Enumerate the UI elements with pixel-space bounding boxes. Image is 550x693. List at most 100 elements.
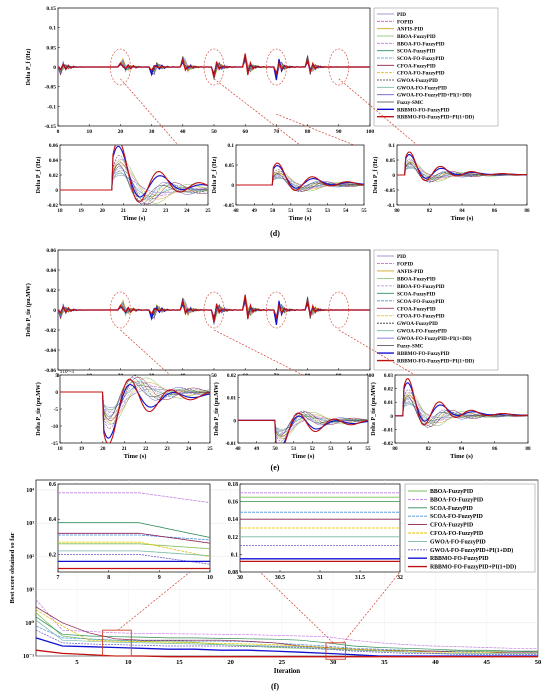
plot-frame (57, 483, 211, 573)
x-tick-label: 18 (57, 446, 63, 452)
legend-entry: RBBMO-FO-FuzzyPID+PI(1+DD) (397, 114, 474, 121)
x-tick-label: 31.5 (355, 575, 365, 581)
y-tick-label: 0.1 (231, 552, 238, 558)
x-tick-label: 10 (125, 659, 132, 666)
legend-entry: BBOA-FuzzyPID (397, 34, 436, 40)
x-axis-label: Time (s) (451, 215, 474, 222)
x-tick-label: 55 (361, 208, 367, 214)
y-tick-label: -0.04 (45, 348, 57, 354)
y-axis-label: Delta P_tie (pu.MW) (213, 382, 220, 436)
legend-box (373, 7, 499, 127)
x-axis-label: Time (s) (123, 215, 146, 222)
zoom-arrow (338, 329, 416, 376)
x-tick-label: 24 (186, 446, 192, 452)
series-RBBMO-FO-FuzzyPID+PI(1+DD) (60, 145, 208, 203)
x-tick-label: 21 (121, 208, 127, 214)
panel-label-d: (d) (270, 229, 280, 238)
series-SCOA-FO-FuzzyPID (58, 534, 210, 541)
x-tick-label: 53 (328, 446, 334, 452)
legend-entry: Fuzzy-SMC (397, 100, 424, 106)
x-tick-label: 5 (75, 659, 79, 666)
x-tick-label: 22 (142, 208, 148, 214)
legend-entry: BBOA-FO-FuzzyPID (397, 41, 445, 47)
x-tick-label: 54 (343, 208, 349, 214)
x-tick-label: 22 (143, 446, 149, 452)
y-axis-label: Delta P_tie (pu.MW) (35, 382, 42, 436)
y-tick-label: 10³ (26, 521, 34, 527)
x-tick-label: 0 (57, 129, 60, 135)
y-tick-label: 10⁻¹ (23, 654, 34, 660)
legend-entry: SCOA-FO-FuzzyPID (397, 299, 445, 305)
x-tick-label: 48 (233, 208, 239, 214)
y-axis-label: Delta P_tie (pu.MW) (370, 382, 377, 436)
legend-entry: ANFIS-PID (397, 27, 423, 33)
legend-entry: GWOA-FO-FuzzyPID (430, 539, 486, 545)
legend-entry: GWOA-FuzzyPID (397, 321, 438, 327)
y-tick-label: 0.05 (225, 163, 234, 169)
y-tick-label: -0.05 (45, 85, 57, 91)
y-tick-label: 0.15 (46, 6, 56, 12)
legend-entry: GWOA-FO-FuzzyPID+PI(1+DD) (397, 92, 472, 99)
axes-d-main: 0 10 20 30 40 50 60 70 80 90 100 0.15 0.1 0.05 0 -0.05 -… (25, 6, 374, 135)
scale-note: x10^-3 (60, 370, 75, 375)
series-RBBMO-FO-FuzzyPID+PI(1+DD) (60, 378, 210, 443)
legend-entry: ANFIS-PID (397, 269, 423, 275)
y-tick-label: 0.05 (386, 158, 395, 164)
legend-entry: BBOA-FuzzyPID (430, 489, 473, 495)
x-tick-label: 18 (57, 208, 63, 214)
y-tick-label: 0.01 (384, 400, 393, 406)
legend-entry: GWOA-FO-FuzzyPID+PI(1+DD) (397, 335, 472, 342)
y-tick-label: -0.05 (384, 188, 395, 194)
x-axis-label: Time (s) (124, 453, 147, 460)
y-tick-label: 0.04 (46, 268, 56, 274)
x-tick-label: 19 (79, 446, 85, 452)
y-tick-label: 10⁰ (25, 620, 34, 627)
axes-f-inset1: 7 8 9 10 0.6 0.4 0.2 (49, 482, 213, 581)
y-tick-label: 0.6 (49, 482, 56, 488)
x-axis-label: Iteration (274, 667, 301, 675)
series-GWOA-FO-FuzzyPID+PI(1+DD) (58, 554, 210, 565)
x-axis-label: Time (s) (450, 453, 473, 460)
x-tick-label: 15 (176, 659, 183, 666)
zoom-arrow (117, 571, 191, 631)
x-tick-label: 30 (149, 129, 155, 135)
y-tick-label: 0.03 (384, 373, 393, 379)
panel-label-e: (e) (271, 463, 280, 472)
y-axis-label: Delta P_f (Hz) (372, 157, 379, 194)
legend-box (373, 249, 499, 371)
legend-entry: GWOA-FuzzyPID (397, 78, 438, 84)
x-tick-label: 40 (432, 659, 439, 666)
zoom-region-marker (203, 48, 225, 86)
x-tick-label: 23 (163, 208, 169, 214)
y-tick-label: 0 (55, 188, 58, 194)
legend-entry: PID (397, 254, 406, 260)
y-tick-label: 0.06 (46, 248, 56, 254)
zoom-arrow (259, 571, 334, 644)
x-tick-label: 50 (273, 446, 279, 452)
x-tick-label: 24 (184, 208, 190, 214)
y-tick-label: -0.02 (45, 328, 57, 334)
x-tick-label: 52 (307, 208, 313, 214)
x-tick-label: 35 (381, 659, 388, 666)
x-tick-label: 90 (336, 129, 342, 135)
zoom-region-marker (266, 48, 287, 86)
x-tick-label: 49 (254, 446, 260, 452)
x-tick-label: 31 (317, 575, 323, 581)
x-tick-label: 82 (426, 446, 432, 452)
x-tick-label: 50 (270, 208, 276, 214)
x-tick-label: 10 (86, 129, 92, 135)
series-BBOA-FO-FuzzyPID (58, 492, 210, 504)
x-tick-label: 20 (118, 129, 124, 135)
y-tick-label: 0.02 (46, 288, 56, 294)
x-tick-label: 86 (492, 208, 498, 214)
legend-entry: BBOA-FO-FuzzyPID (430, 497, 483, 503)
series-GWOA-FO-FuzzyPID (35, 619, 538, 654)
x-tick-label: 84 (459, 446, 465, 452)
y-tick-label: 0.18 (228, 482, 238, 488)
legend-entry: CFOA-FO-FuzzyPID (397, 71, 445, 77)
x-tick-label: 82 (427, 208, 433, 214)
axes-d-zoom3: 80 82 84 86 88 0.1 0.05 0 -0.05 -0.1 Time (s) Delta… (372, 143, 530, 222)
series-RBBMO-FO-FuzzyPID+PI(1+DD) (58, 53, 370, 78)
x-tick-label: 9 (158, 575, 161, 581)
